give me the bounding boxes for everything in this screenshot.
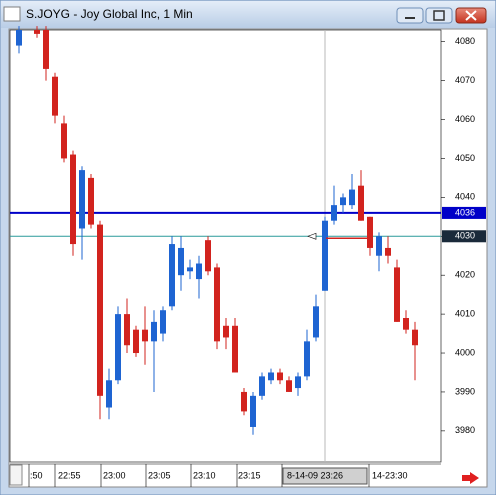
candle-body: [196, 263, 202, 280]
close-icon: [465, 10, 477, 21]
candle-body: [277, 372, 283, 381]
candle-body: [133, 329, 139, 354]
crosshair-label: 8-14-09 23:26: [287, 470, 343, 480]
candle-body: [43, 30, 49, 69]
candle-body: [79, 170, 85, 229]
y-tick-label: 4010: [455, 308, 475, 318]
candle-body: [169, 244, 175, 307]
x-tick-label: 14-23:30: [372, 470, 408, 480]
candle-body: [412, 329, 418, 346]
candle-body: [160, 310, 166, 334]
candle-body: [52, 76, 58, 116]
candle-body: [394, 267, 400, 322]
minimize-button[interactable]: [396, 7, 424, 24]
candle-body: [286, 380, 292, 392]
candle-body: [115, 314, 121, 381]
x-tick-label: :50: [30, 470, 43, 480]
maximize-icon: [433, 10, 445, 21]
candle-body: [250, 395, 256, 427]
maximize-button[interactable]: [425, 7, 453, 24]
candle-body: [322, 220, 328, 291]
candle-body: [331, 205, 337, 221]
candle-body: [259, 376, 265, 396]
y-tick-label: 4080: [455, 36, 475, 46]
candle-body: [124, 314, 130, 346]
y-tick-label: 4000: [455, 347, 475, 357]
y-tick-label: 4040: [455, 192, 475, 202]
x-tick-label: 23:10: [193, 470, 216, 480]
candle-body: [88, 177, 94, 225]
minimize-icon: [405, 17, 415, 19]
candle-body: [304, 341, 310, 377]
candle-body: [376, 236, 382, 256]
y-tick-label: 4070: [455, 75, 475, 85]
price-line-label: 4030: [455, 231, 475, 241]
x-tick-label: 23:15: [238, 470, 261, 480]
candle-body: [106, 380, 112, 408]
candle-body: [268, 372, 274, 381]
y-tick-label: 4020: [455, 270, 475, 280]
candle-body: [232, 325, 238, 373]
candle-body: [385, 247, 391, 256]
candle-body: [367, 216, 373, 248]
candle-body: [241, 391, 247, 412]
scroll-thumb[interactable]: [9, 464, 23, 486]
candle-body: [34, 30, 40, 34]
window-icon: [3, 6, 21, 22]
candle-body: [214, 267, 220, 342]
candle-body: [313, 306, 319, 338]
candle-body: [223, 325, 229, 338]
candle-body: [151, 321, 157, 342]
candle-body: [61, 123, 67, 159]
crosshair-label-box: [282, 467, 368, 485]
window-title: S.JOYG - Joy Global Inc, 1 Min: [26, 7, 193, 21]
y-tick-label: 3980: [455, 425, 475, 435]
x-tick-label: 23:05: [148, 470, 171, 480]
candle-body: [16, 30, 22, 46]
candle-body: [349, 189, 355, 206]
candle-body: [187, 267, 193, 272]
x-tick-label: 22:55: [58, 470, 81, 480]
plot: 3980 3990 4000 4010 4020 4030 4040 4050 4060 4070…: [10, 26, 486, 487]
trade-marker: [307, 232, 317, 240]
candle-body: [295, 376, 301, 389]
candle-body: [205, 240, 211, 272]
candle-body: [178, 247, 184, 276]
candle-body: [340, 197, 346, 206]
scroll-arrow[interactable]: [462, 472, 479, 484]
y-tick-label: 4060: [455, 114, 475, 124]
candle-body: [97, 224, 103, 396]
price-line-label-box: [442, 206, 486, 219]
price-line-label-box: [442, 230, 486, 243]
candle-body: [358, 185, 364, 221]
x-tick-label: 23:00: [103, 470, 126, 480]
y-tick-label: 3990: [455, 386, 475, 396]
candle-body: [70, 154, 76, 245]
price-line-label: 4036: [455, 207, 475, 217]
y-tick-label: 4050: [455, 153, 475, 163]
candle-body: [142, 329, 148, 342]
candle-body: [403, 318, 409, 330]
